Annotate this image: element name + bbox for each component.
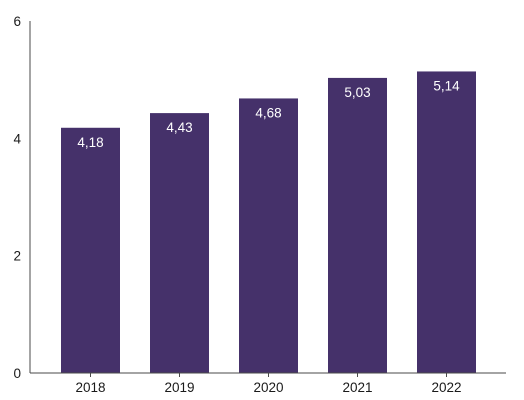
bar-2021 (328, 77, 387, 373)
data-label-2018: 4,18 (77, 135, 103, 150)
x-tick-label-2019: 2019 (164, 380, 194, 395)
x-axis-ticks: 2018 2019 2020 2021 2022 (75, 373, 462, 395)
x-tick-label-2020: 2020 (253, 380, 283, 395)
data-label-2022: 5,14 (433, 78, 460, 93)
y-tick-label: 2 (13, 249, 21, 264)
data-label-2021: 5,03 (344, 85, 370, 100)
data-labels: 4,18 4,43 4,68 5,03 5,14 (77, 78, 460, 149)
bar-2020 (239, 98, 298, 373)
x-tick-label-2018: 2018 (75, 380, 105, 395)
x-tick-label-2022: 2022 (431, 380, 461, 395)
data-label-2020: 4,68 (255, 105, 281, 120)
bar-2019 (150, 113, 209, 374)
y-tick-label: 4 (13, 131, 21, 146)
y-tick-label: 6 (13, 14, 21, 29)
y-axis-ticks: 0 2 4 6 (13, 14, 21, 381)
data-label-2019: 4,43 (166, 120, 192, 135)
bar-2018 (61, 127, 120, 373)
bar-2022 (417, 71, 476, 373)
bar-series (61, 71, 476, 374)
y-tick-label: 0 (13, 366, 21, 381)
x-tick-label-2021: 2021 (342, 380, 372, 395)
